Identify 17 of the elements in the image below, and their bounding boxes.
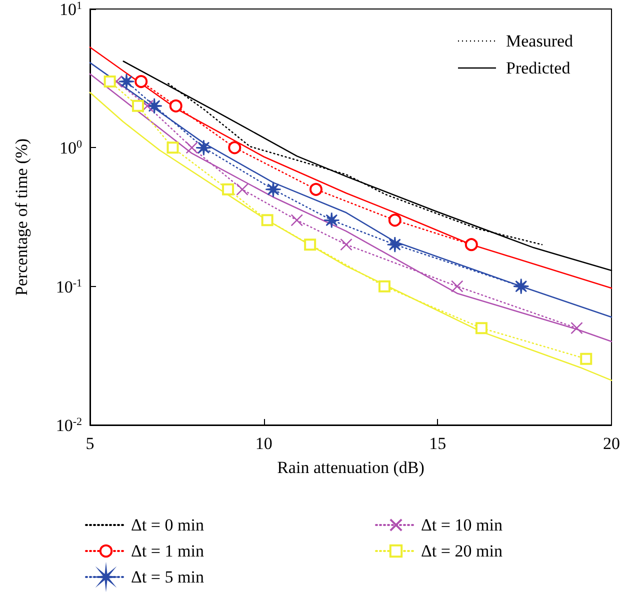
y-tick-label: 10$^{-1}$	[56, 277, 82, 296]
y-tick-label: 10$^{0}$	[60, 138, 82, 158]
y-axis-title: Percentage of time (%)	[12, 138, 31, 296]
legend-label: Δt = 10 min	[421, 516, 503, 534]
annotation: Measured	[506, 32, 574, 50]
y-tick-label: 10$^{-2}$	[56, 416, 82, 435]
annotation: Predicted	[506, 58, 571, 78]
legend-label: Δt = 5 min	[131, 568, 204, 586]
x-tick-label: 5	[86, 434, 94, 453]
x-tick-label: 15	[429, 434, 446, 453]
y-tick-label: 10$^{1}$	[60, 0, 82, 19]
legend-label: Δt = 0 min	[131, 516, 204, 534]
legend-label: Δt = 20 min	[421, 542, 503, 560]
x-axis-title: Rain attenuation (dB)	[277, 458, 424, 477]
legend-label: Δt = 1 min	[131, 542, 204, 560]
x-tick-label: 10	[255, 434, 272, 453]
x-tick-label: 20	[603, 434, 620, 453]
